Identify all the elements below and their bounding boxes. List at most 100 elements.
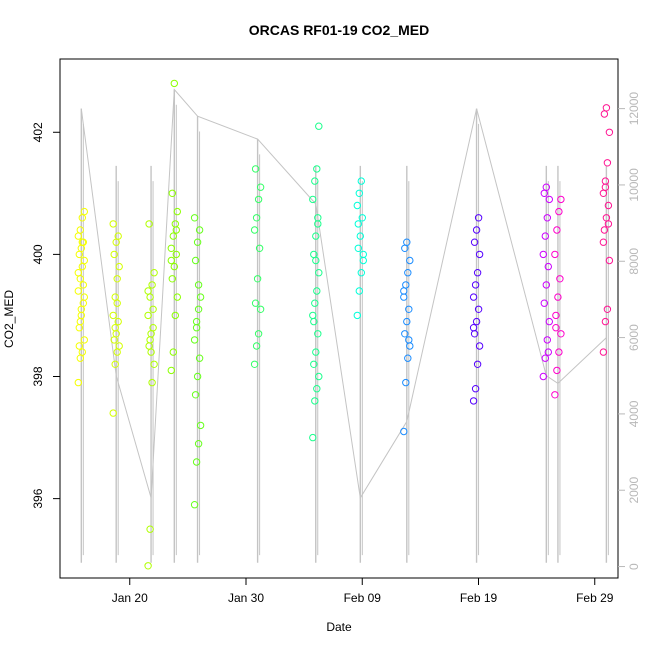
- data-point: [113, 348, 121, 356]
- x-tick-label: Feb 29: [576, 591, 614, 605]
- data-point: [170, 262, 179, 271]
- data-point: [167, 366, 176, 375]
- data-point: [353, 201, 361, 210]
- y2-tick-label: 10000: [627, 168, 641, 202]
- data-point: [600, 110, 609, 118]
- data-point: [251, 299, 260, 307]
- y2-axis: 0 2000 4000 6000 8000 10000 12000: [618, 92, 641, 570]
- data-point: [150, 269, 158, 277]
- data-point: [167, 256, 176, 265]
- data-point: [544, 262, 552, 271]
- data-point: [111, 360, 119, 368]
- data-point: [169, 348, 178, 356]
- data-point: [555, 348, 563, 356]
- y-tick-label: 402: [31, 122, 45, 142]
- data-point: [172, 250, 181, 259]
- data-point: [74, 378, 83, 387]
- data-point: [255, 244, 264, 253]
- data-point: [314, 220, 322, 228]
- data-point: [193, 238, 202, 246]
- data-point: [400, 427, 408, 436]
- data-point: [545, 317, 553, 326]
- data-point: [80, 293, 89, 301]
- data-point: [80, 256, 89, 265]
- data-point: [603, 159, 612, 167]
- data-point: [599, 348, 608, 356]
- data-point: [311, 397, 319, 405]
- data-point: [190, 501, 199, 509]
- data-point: [359, 256, 367, 265]
- y-axis-label: CO2_MED: [2, 290, 16, 348]
- data-point: [114, 232, 122, 240]
- plot-frame: [59, 58, 619, 579]
- data-point: [557, 330, 565, 338]
- data-point: [400, 287, 408, 295]
- data-point: [194, 440, 203, 448]
- data-point: [557, 195, 565, 204]
- x-tick-label: Jan 30: [228, 591, 264, 605]
- data-point: [250, 360, 259, 368]
- data-point: [553, 226, 561, 234]
- points-layer: [74, 79, 614, 570]
- data-point: [475, 250, 484, 259]
- data-point: [404, 354, 412, 362]
- data-point: [551, 391, 559, 399]
- data-point: [555, 207, 563, 216]
- data-point: [356, 232, 364, 240]
- data-point: [191, 256, 200, 265]
- data-point: [314, 330, 322, 338]
- data-point: [146, 293, 154, 301]
- data-point: [602, 104, 611, 112]
- data-point: [471, 281, 480, 289]
- data-point: [315, 122, 323, 130]
- data-point: [313, 165, 321, 173]
- data-point: [313, 287, 321, 295]
- data-point: [113, 275, 121, 283]
- data-point: [110, 250, 118, 259]
- data-point: [167, 244, 176, 253]
- data-point: [309, 311, 317, 320]
- data-point: [250, 226, 259, 234]
- data-point: [402, 281, 410, 289]
- data-point: [315, 269, 323, 277]
- data-point: [192, 317, 201, 326]
- data-point: [76, 275, 85, 283]
- y-tick-label: 398: [31, 366, 45, 386]
- data-point: [148, 281, 156, 289]
- data-point: [315, 372, 323, 381]
- data-point: [144, 287, 152, 295]
- data-point: [543, 336, 551, 344]
- data-point: [253, 275, 262, 283]
- data-point: [401, 330, 409, 338]
- data-point: [254, 330, 263, 338]
- data-point: [359, 250, 367, 259]
- data-point: [111, 293, 119, 301]
- data-point: [402, 378, 410, 387]
- data-point: [144, 311, 152, 320]
- data-point: [354, 244, 362, 253]
- data-point: [541, 354, 549, 362]
- data-point: [74, 287, 83, 295]
- data-point: [473, 360, 482, 368]
- data-point: [74, 232, 83, 240]
- data-point: [552, 324, 560, 332]
- data-point: [115, 342, 123, 350]
- data-point: [191, 391, 200, 399]
- y-tick-label: 396: [31, 488, 45, 508]
- data-point: [190, 336, 199, 344]
- data-point: [111, 324, 119, 332]
- data-point: [192, 458, 201, 466]
- data-point: [194, 305, 203, 313]
- data-point: [80, 336, 89, 344]
- y2-tick-label: 2000: [627, 477, 641, 504]
- data-point: [310, 360, 318, 368]
- data-point: [353, 311, 361, 320]
- data-point: [472, 226, 481, 234]
- data-point: [358, 214, 366, 222]
- data-point: [173, 293, 182, 301]
- data-point: [312, 232, 320, 240]
- data-point: [544, 348, 552, 356]
- data-point: [193, 372, 202, 381]
- data-point: [146, 525, 154, 533]
